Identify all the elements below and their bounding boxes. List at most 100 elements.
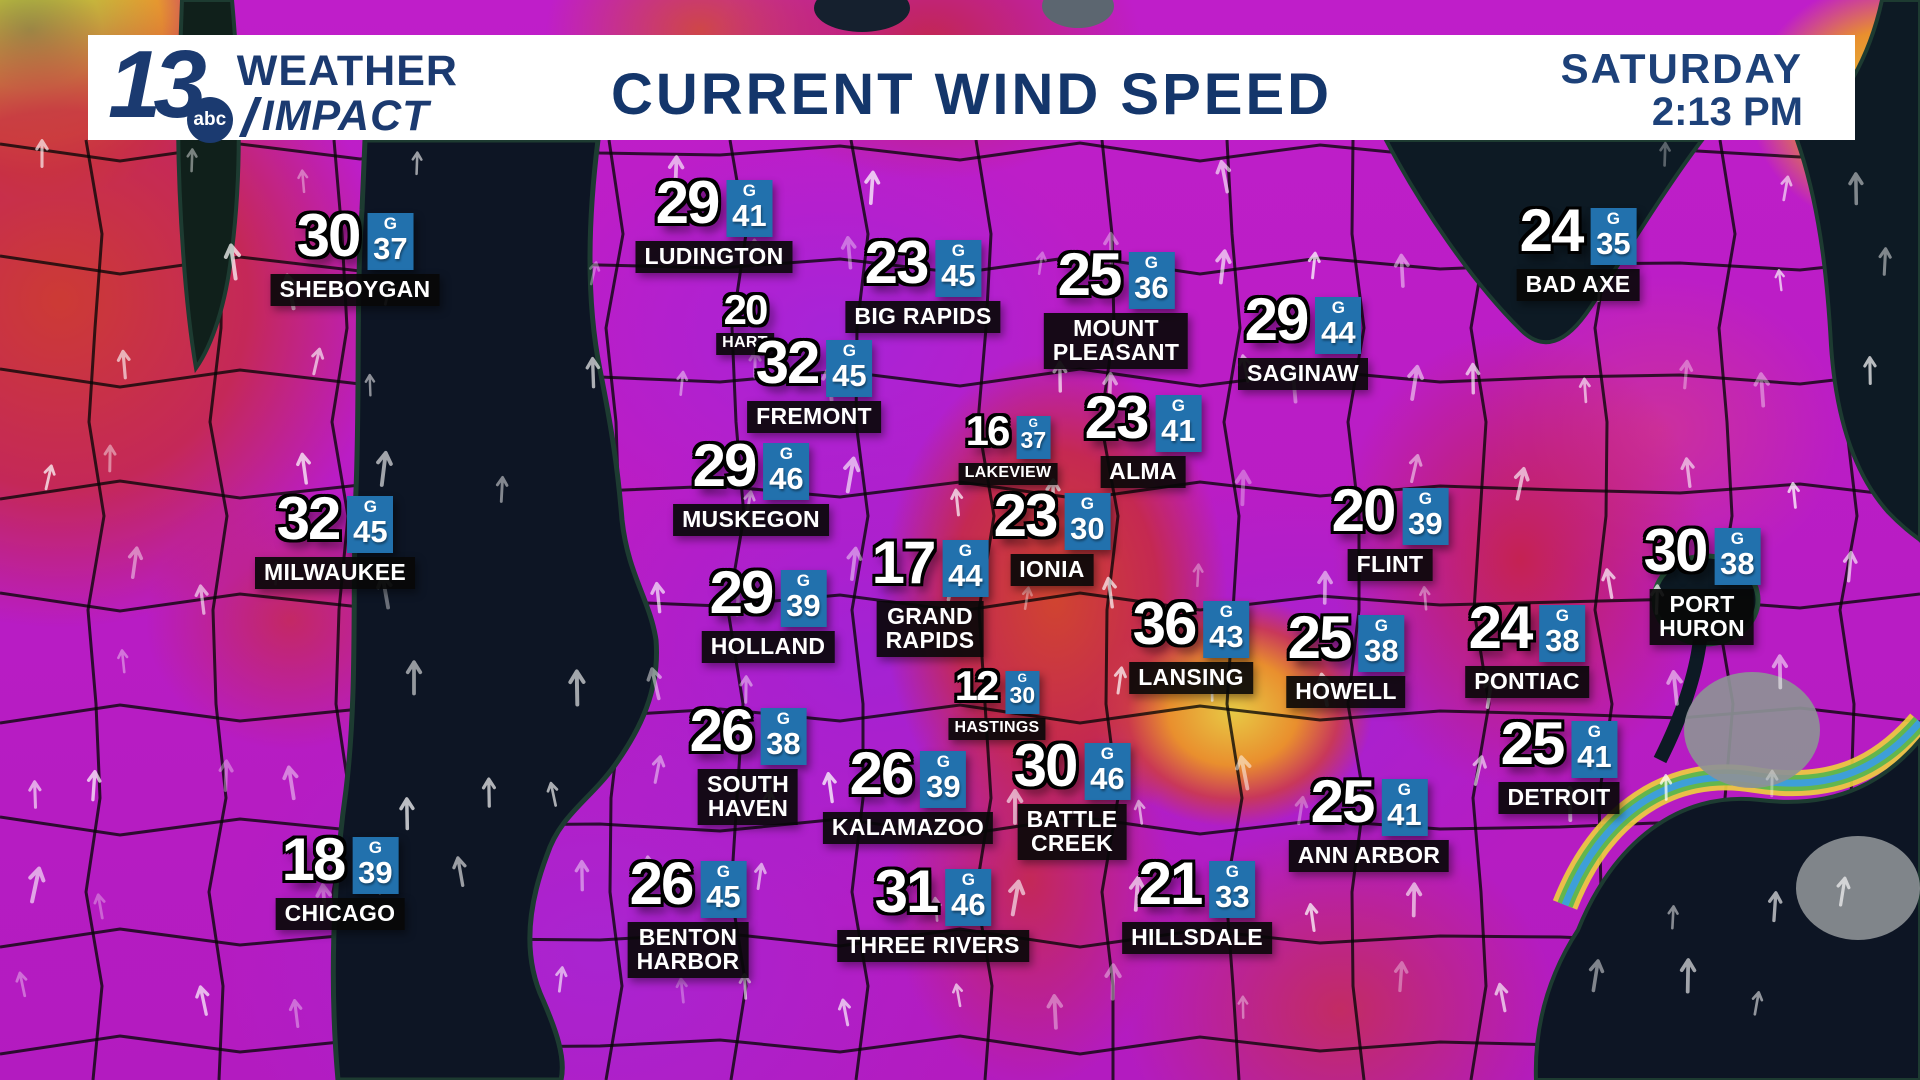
gust-value: 37 [373, 230, 408, 266]
wind-speed-value: 29 [692, 432, 758, 499]
gust-box: G 30 [1005, 671, 1040, 714]
wind-speed-value: 32 [755, 329, 821, 396]
time-label: 2:13 PM [1651, 90, 1803, 135]
wind-speed-value: 29 [655, 169, 721, 236]
station-label: MILWAUKEE [255, 557, 415, 590]
station-lakeview: 16 G 37 LAKEVIEW [958, 410, 1058, 485]
wind-speed-value: 26 [849, 740, 915, 807]
gust-box: G 35 [1590, 208, 1637, 265]
gust-value: 30 [1070, 510, 1105, 546]
station-pontiac: 24 G 38 PONTIAC [1465, 598, 1589, 699]
station-fremont: 32 G 45 FREMONT [747, 329, 881, 434]
gust-prefix: G [742, 181, 756, 200]
gust-box: G 37 [367, 213, 414, 270]
channel-13-logo: 13 [108, 31, 207, 138]
urban-area-detroit [1684, 672, 1820, 788]
gust-value: 44 [1321, 314, 1356, 350]
gust-prefix: G [1374, 616, 1388, 635]
station-label: LANSING [1129, 662, 1253, 695]
wind-speed-value: 26 [629, 850, 695, 917]
gust-value: 45 [941, 257, 976, 293]
wind-speed-value: 24 [1519, 197, 1585, 264]
gust-box: G 43 [1203, 601, 1250, 658]
gust-box: G 46 [1084, 743, 1131, 800]
station-label: BAD AXE [1516, 269, 1640, 302]
station-three-rivers: 31 G 46 THREE RIVERS [837, 862, 1029, 963]
gust-box: G 41 [1381, 779, 1428, 836]
gust-value: 33 [1215, 878, 1250, 914]
gust-box: G 46 [763, 443, 810, 500]
wind-speed-value: 23 [864, 229, 930, 296]
gust-value: 41 [1387, 796, 1422, 832]
station-logo: 13 abc WEATHER IMPACT [108, 31, 458, 143]
station-label: CHICAGO [275, 898, 405, 931]
gust-prefix: G [1331, 298, 1345, 317]
logo-impact-text: IMPACT [261, 92, 430, 140]
gust-value: 41 [1577, 738, 1612, 774]
wind-speed-value: 32 [276, 485, 342, 552]
gust-prefix: G [1028, 416, 1039, 430]
gust-box: G 39 [780, 570, 827, 627]
wind-speed-value: 17 [871, 529, 937, 596]
gust-box: G 38 [760, 708, 807, 765]
gust-value: 45 [832, 357, 867, 393]
station-kalamazoo: 26 G 39 KALAMAZOO [822, 740, 994, 845]
wind-speed-value: 25 [1057, 241, 1123, 308]
gust-box: G 45 [347, 496, 394, 553]
wind-speed-value: 12 [954, 662, 1000, 709]
wind-speed-value: 29 [1244, 286, 1310, 353]
gust-prefix: G [1219, 602, 1233, 621]
gust-prefix: G [1100, 744, 1114, 763]
gust-box: G 41 [1155, 395, 1202, 452]
wind-speed-value: 26 [689, 697, 755, 764]
gust-prefix: G [1418, 489, 1432, 508]
wind-speed-value: 23 [993, 482, 1059, 549]
northern-lake-blob [814, 0, 910, 32]
station-label: LUDINGTON [635, 241, 793, 274]
gust-value: 38 [1545, 622, 1580, 658]
wind-speed-value: 36 [1132, 590, 1198, 657]
gust-prefix: G [363, 497, 377, 516]
gust-value: 39 [358, 854, 393, 890]
wind-speed-value: 30 [296, 202, 362, 269]
gust-prefix: G [842, 341, 856, 360]
station-label: PORT HURON [1650, 589, 1754, 646]
gust-value: 36 [1134, 269, 1169, 305]
gust-box: G 39 [1402, 488, 1449, 545]
gust-value: 46 [1090, 760, 1125, 796]
gust-value: 39 [786, 587, 821, 623]
gust-prefix: G [383, 214, 397, 233]
gust-value: 39 [1408, 505, 1443, 541]
gust-value: 44 [948, 557, 983, 593]
gust-box: G 41 [1571, 721, 1618, 778]
station-flint: 20 G 39 FLINT [1331, 477, 1449, 582]
station-mount-pleasant: 25 G 36 MOUNT PLEASANT [1043, 241, 1189, 370]
gust-box: G 46 [945, 869, 992, 926]
gust-value: 43 [1209, 618, 1244, 654]
wind-speed-value: 20 [723, 286, 769, 333]
gust-prefix: G [1144, 253, 1158, 272]
station-ludington: 29 G 41 LUDINGTON [635, 169, 793, 274]
gust-prefix: G [776, 709, 790, 728]
gust-value: 45 [706, 878, 741, 914]
gust-box: G 39 [920, 751, 967, 808]
gust-value: 46 [951, 886, 986, 922]
station-label: FLINT [1347, 549, 1433, 582]
gust-prefix: G [779, 444, 793, 463]
station-label: DETROIT [1498, 782, 1620, 815]
gust-box: G 44 [942, 540, 989, 597]
wind-speed-value: 30 [1643, 517, 1709, 584]
gust-box: G 38 [1358, 615, 1405, 672]
gust-value: 30 [1009, 682, 1036, 709]
gust-prefix: G [961, 870, 975, 889]
station-label: PONTIAC [1465, 666, 1589, 699]
gust-box: G 41 [726, 180, 773, 237]
station-bad-axe: 24 G 35 BAD AXE [1516, 197, 1640, 302]
saginaw-bay [1382, 138, 1707, 345]
gust-value: 38 [766, 725, 801, 761]
wind-speed-value: 18 [281, 826, 347, 893]
gust-prefix: G [1017, 671, 1028, 685]
wind-speed-value: 20 [1331, 477, 1397, 544]
station-label: SHEBOYGAN [270, 274, 440, 307]
